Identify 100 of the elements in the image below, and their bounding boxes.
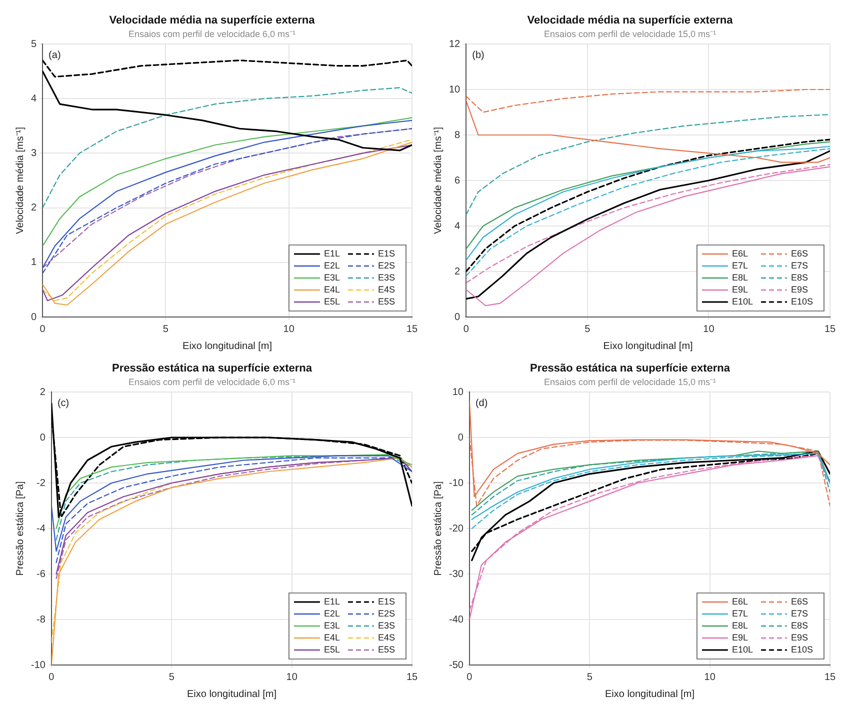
- legend-label: E10S: [790, 644, 814, 654]
- y-tick-label: 6: [454, 175, 461, 186]
- legend-label: E7L: [732, 608, 748, 618]
- x-tick-label: 5: [162, 324, 169, 335]
- legend-label: E5L: [324, 644, 340, 654]
- legend-label: E9L: [732, 284, 748, 294]
- chart-subtitle: Ensaios com perfil de velocidade 15,0 ms⁻¹: [544, 29, 716, 40]
- y-axis-title: Velocidade média [ms⁻¹]: [14, 126, 26, 234]
- annotation: (d): [475, 398, 488, 409]
- y-tick-label: 5: [31, 38, 37, 50]
- chart-title: Velocidade média na superfície externa: [109, 14, 316, 27]
- chart-subtitle: Ensaios com perfil de velocidade 6,0 ms⁻¹: [128, 377, 296, 388]
- legend-label: E10L: [732, 644, 753, 654]
- legend-label: E5S: [378, 644, 396, 654]
- chart-subtitle: Ensaios com perfil de velocidade 6,0 ms⁻¹: [128, 29, 296, 40]
- y-tick-label: 0: [458, 432, 464, 444]
- y-tick-label: 8: [454, 130, 461, 141]
- line-series: [466, 114, 830, 216]
- legend-label: E2L: [324, 260, 340, 270]
- line-series: [466, 88, 830, 113]
- y-tick-label: 2: [454, 266, 461, 278]
- y-tick-label: 1: [31, 257, 37, 268]
- chart-title: Pressão estática na superfície externa: [112, 362, 313, 375]
- legend-label: E3S: [378, 620, 396, 630]
- annotation: (a): [48, 50, 61, 61]
- legend-label: E7S: [790, 608, 808, 618]
- y-tick-label: 0: [454, 312, 461, 323]
- legend-label: E1L: [324, 248, 340, 258]
- legend-label: E8L: [732, 620, 748, 630]
- legend-label: E9S: [790, 632, 808, 642]
- legend-label: E5S: [378, 296, 396, 306]
- x-axis-title: Eixo longitudinal [m]: [182, 340, 272, 352]
- chart-subtitle: Ensaios com perfil de velocidade 15,0 ms⁻¹: [544, 377, 716, 388]
- y-axis-title: Velocidade média [ms⁻¹]: [432, 126, 444, 234]
- legend-label: E7L: [732, 260, 748, 270]
- y-tick-label: -40: [449, 614, 464, 626]
- y-tick-label: 3: [31, 148, 37, 159]
- y-tick-label: -6: [36, 568, 46, 580]
- x-tick-label: 5: [584, 324, 591, 335]
- y-tick-label: 2: [31, 202, 37, 214]
- legend-label: E6L: [732, 596, 748, 606]
- legend-label: E4L: [324, 632, 340, 642]
- y-tick-label: 10: [449, 84, 461, 96]
- y-tick-label: -10: [31, 660, 46, 671]
- x-tick-label: 15: [824, 672, 836, 683]
- y-tick-label: -50: [449, 660, 464, 671]
- y-tick-label: -30: [449, 568, 464, 580]
- line-series: [42, 87, 412, 208]
- legend-label: E4S: [378, 284, 396, 294]
- x-tick-label: 15: [824, 324, 836, 335]
- chart-title: Velocidade média na superfície externa: [527, 14, 734, 27]
- legend-label: E6S: [790, 596, 808, 606]
- legend-label: E5L: [324, 296, 340, 306]
- x-tick-label: 5: [168, 672, 175, 683]
- legend-label: E1L: [324, 596, 340, 606]
- line-series: [42, 60, 412, 78]
- y-tick-label: 10: [452, 386, 464, 398]
- legend-label: E8S: [790, 272, 808, 282]
- x-axis-title: Eixo longitudinal [m]: [186, 688, 277, 700]
- legend-label: E4L: [324, 284, 340, 294]
- legend-label: E6L: [732, 248, 748, 258]
- y-tick-label: -10: [449, 478, 464, 489]
- annotation: (c): [57, 398, 70, 409]
- x-tick-label: 15: [406, 672, 418, 683]
- legend-label: E10S: [790, 296, 814, 306]
- y-axis-title: Pressão estática [Pa]: [14, 481, 26, 576]
- y-tick-label: 0: [40, 432, 46, 444]
- y-tick-label: -4: [36, 523, 46, 534]
- x-tick-label: 0: [466, 672, 473, 683]
- y-tick-label: 4: [31, 93, 37, 104]
- x-tick-label: 5: [586, 672, 593, 683]
- y-tick-label: 12: [449, 38, 461, 50]
- legend-label: E3L: [324, 272, 340, 282]
- legend-label: E7S: [790, 260, 808, 270]
- legend-label: E1S: [378, 248, 396, 258]
- legend-label: E8S: [790, 620, 808, 630]
- legend-label: E1S: [378, 596, 396, 606]
- x-tick-label: 15: [406, 324, 418, 335]
- x-tick-label: 10: [703, 324, 715, 335]
- y-tick-label: 2: [40, 386, 46, 398]
- chart-title: Pressão estática na superfície externa: [530, 362, 731, 375]
- legend-label: E2L: [324, 608, 340, 618]
- legend-label: E2S: [378, 608, 396, 618]
- x-axis-title: Eixo longitudinal [m]: [603, 340, 694, 352]
- y-axis-title: Pressão estática [Pa]: [432, 481, 444, 576]
- y-tick-label: 4: [454, 220, 461, 232]
- annotation: (b): [472, 50, 484, 61]
- y-tick-label: -2: [36, 478, 46, 489]
- legend-label: E9L: [732, 632, 748, 642]
- x-tick-label: 0: [48, 672, 55, 683]
- x-tick-label: 10: [704, 672, 716, 683]
- legend-label: E10L: [732, 296, 753, 306]
- legend-label: E9S: [790, 284, 808, 294]
- legend-label: E4S: [378, 632, 396, 642]
- legend-label: E3S: [378, 272, 396, 282]
- legend-label: E2S: [378, 260, 396, 270]
- y-tick-label: -20: [449, 523, 464, 534]
- legend-label: E6S: [790, 248, 808, 258]
- legend-label: E8L: [732, 272, 748, 282]
- x-tick-label: 10: [283, 324, 295, 335]
